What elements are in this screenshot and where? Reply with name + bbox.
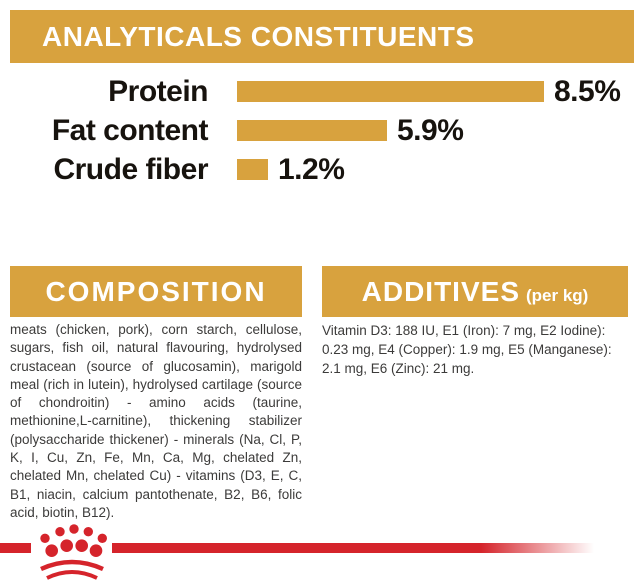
- composition-title: COMPOSITION: [45, 275, 267, 307]
- composition-header-banner: COMPOSITION: [10, 266, 302, 317]
- chart-row-fat-content: Fat content 5.9%: [0, 111, 634, 150]
- composition-text: meats (chicken, pork), corn starch, cell…: [10, 322, 302, 520]
- fat-content-value: 5.9%: [397, 113, 464, 147]
- additives-header-banner: ADDITIVES (per kg): [322, 266, 628, 317]
- additives-title-suffix: (per kg): [526, 285, 589, 305]
- crude-fiber-value: 1.2%: [278, 152, 345, 186]
- chart-row-crude-fiber: Crude fiber 1.2%: [0, 150, 634, 189]
- additives-title: ADDITIVES (per kg): [362, 276, 589, 308]
- protein-bar: [237, 81, 544, 102]
- red-rule-right: [112, 543, 604, 553]
- analyticals-header-banner: ANALYTICALS CONSTITUENTS: [10, 10, 634, 63]
- analytical-constituents-chart: Protein 8.5% Fat content 5.9% Crude fibe…: [0, 72, 634, 189]
- crude-fiber-bar: [237, 159, 268, 180]
- protein-label: Protein: [108, 74, 208, 108]
- protein-value: 8.5%: [554, 74, 621, 108]
- fat-content-label: Fat content: [51, 113, 209, 147]
- chart-row-protein: Protein 8.5%: [0, 72, 634, 111]
- additives-title-main: ADDITIVES: [361, 275, 520, 307]
- royal-canin-crown-icon: [40, 524, 107, 580]
- fat-content-bar: [237, 120, 387, 141]
- red-rule-left: [0, 543, 31, 553]
- additives-text: Vitamin D3: 188 IU, E1 (Iron): 7 mg, E2 …: [322, 323, 612, 376]
- crude-fiber-label: Crude fiber: [53, 152, 208, 186]
- analyticals-title: ANALYTICALS CONSTITUENTS: [42, 20, 475, 52]
